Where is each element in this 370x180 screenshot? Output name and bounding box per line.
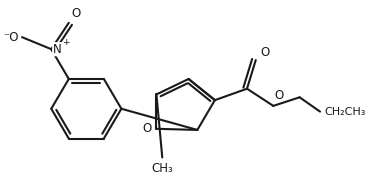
Text: CH₂CH₃: CH₂CH₃ xyxy=(324,107,366,117)
Text: O: O xyxy=(275,89,284,102)
Text: O: O xyxy=(143,122,152,135)
Text: ⁻O: ⁻O xyxy=(3,31,18,44)
Text: +: + xyxy=(63,37,70,46)
Text: CH₃: CH₃ xyxy=(151,162,173,175)
Text: N: N xyxy=(53,43,61,56)
Text: O: O xyxy=(260,46,269,59)
Text: O: O xyxy=(72,7,81,20)
